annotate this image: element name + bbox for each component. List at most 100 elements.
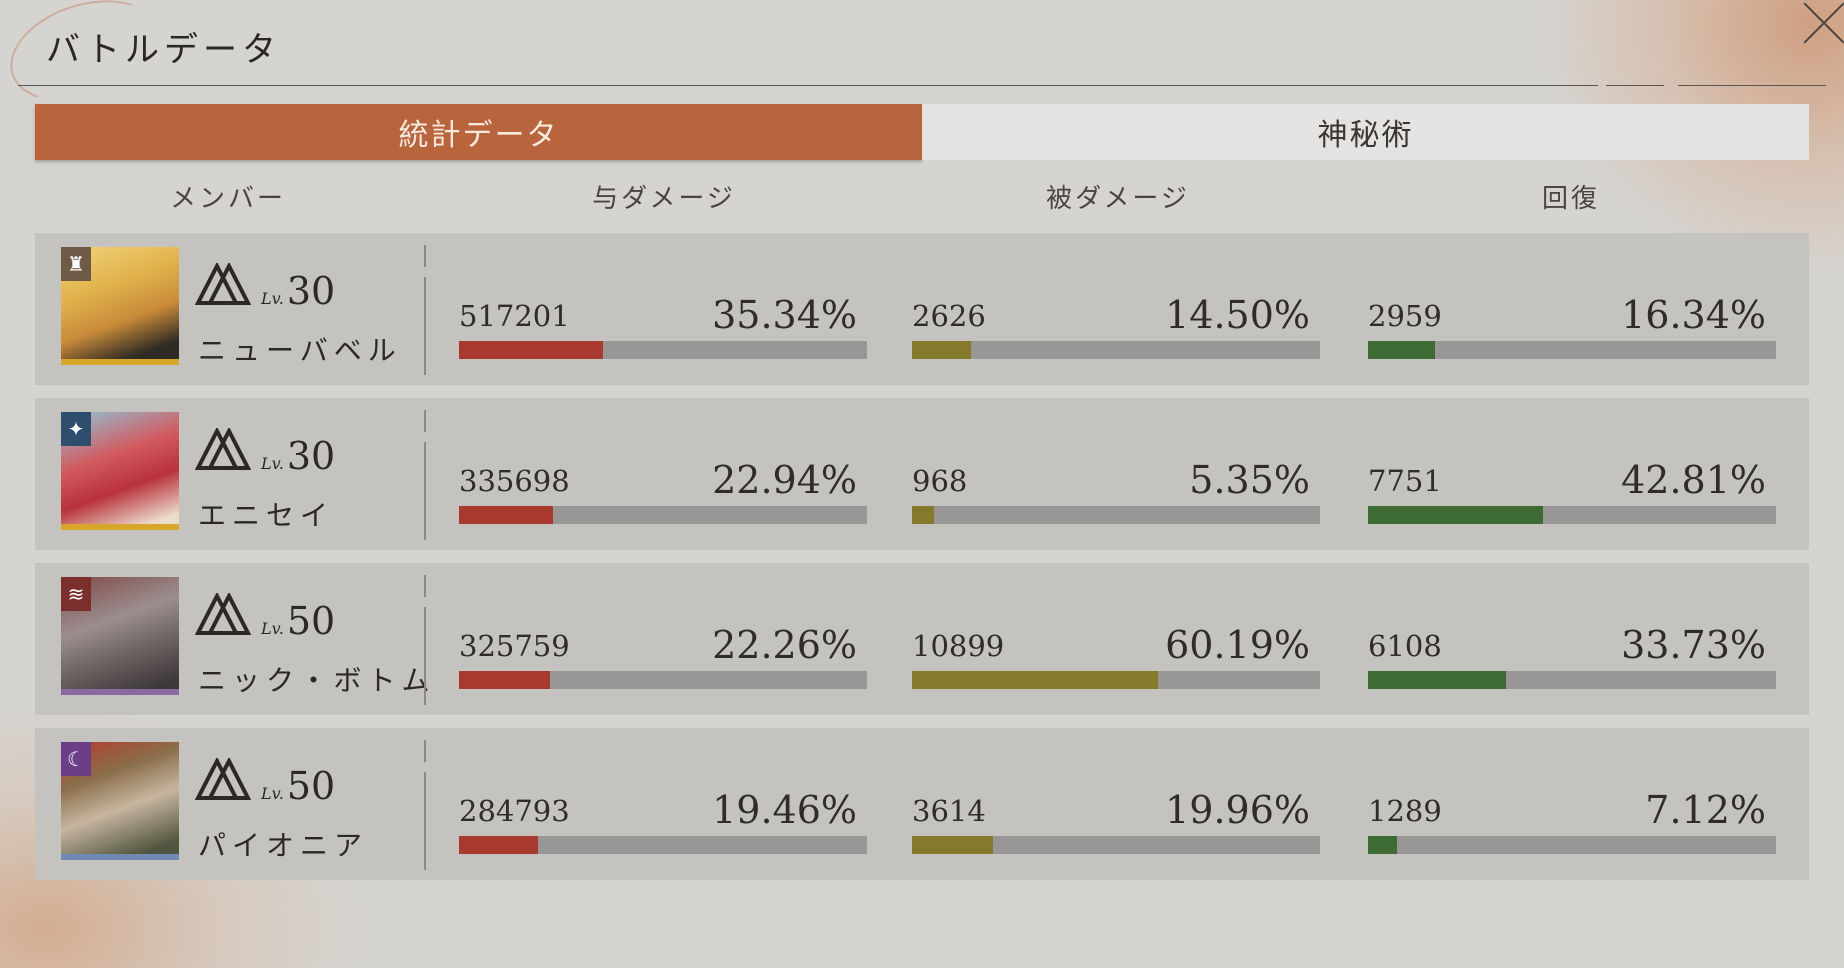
member-row: ≋ Lv.50 ニック・ボトム 325759 22.26% 10899 60.19… (35, 563, 1809, 715)
member-row: ☾ Lv.50 パイオニア 284793 19.46% 3614 19.96% (35, 728, 1809, 880)
level-prefix: Lv. (261, 619, 284, 638)
stat-taken: 3614 19.96% (912, 728, 1320, 880)
star-spark-icon: ✦ (61, 412, 91, 446)
moon-icon: ☾ (61, 742, 91, 776)
tower-icon: ♜ (61, 247, 91, 281)
stat-dealt: 325759 22.26% (459, 563, 867, 715)
stat-dealt-percent: 22.94% (712, 458, 857, 502)
column-divider (424, 410, 426, 432)
member-portrait: ✦ (61, 412, 179, 530)
close-icon[interactable] (1788, 0, 1844, 56)
header-damage-dealt: 与ダメージ (592, 184, 736, 214)
stat-taken-value: 10899 (912, 629, 1005, 663)
stat-heal-percent: 16.34% (1621, 293, 1766, 337)
tab-bar: 統計データ 神秘術 (35, 104, 1809, 160)
stat-dealt-bar (459, 341, 867, 359)
stat-heal: 2959 16.34% (1368, 233, 1776, 385)
stat-heal: 6108 33.73% (1368, 563, 1776, 715)
stat-taken-bar-fill (912, 671, 1158, 689)
member-level: Lv.30 (261, 269, 335, 313)
level-value: 50 (286, 764, 336, 808)
stat-dealt-value: 335698 (459, 464, 570, 498)
column-divider (424, 277, 426, 375)
stat-taken-bar (912, 506, 1320, 524)
header-damage-taken: 被ダメージ (1046, 184, 1190, 214)
stat-dealt-bar (459, 671, 867, 689)
rank-triangle-icon (195, 758, 251, 800)
member-level: Lv.50 (261, 764, 335, 808)
stat-taken-bar (912, 836, 1320, 854)
rarity-stripe (61, 689, 179, 695)
level-value: 30 (286, 434, 336, 478)
header-healing: 回復 (1541, 184, 1601, 214)
member-row: ♜ Lv.30 ニューバベル 517201 35.34% 2626 14.50% (35, 233, 1809, 385)
stat-dealt: 335698 22.94% (459, 398, 867, 550)
member-name: パイオニア (198, 829, 369, 862)
stat-taken-percent: 14.50% (1165, 293, 1310, 337)
stat-heal-value: 1289 (1368, 794, 1442, 828)
stat-taken: 968 5.35% (912, 398, 1320, 550)
stat-heal-percent: 33.73% (1621, 623, 1766, 667)
stat-taken-value: 968 (912, 464, 968, 498)
window-title: バトルデータ (46, 30, 282, 70)
stat-heal-value: 7751 (1368, 464, 1442, 498)
claw-icon: ≋ (61, 577, 91, 611)
level-prefix: Lv. (261, 454, 284, 473)
rarity-stripe (61, 359, 179, 365)
rarity-stripe (61, 854, 179, 860)
stat-taken-value: 3614 (912, 794, 986, 828)
column-divider (424, 245, 426, 267)
stat-heal-bar (1368, 341, 1776, 359)
stat-dealt-bar-fill (459, 506, 553, 524)
stat-dealt-bar (459, 836, 867, 854)
column-divider (424, 607, 426, 705)
rank-triangle-icon (195, 428, 251, 470)
rank-triangle-icon (195, 593, 251, 635)
stat-heal-bar-fill (1368, 506, 1543, 524)
header-member: メンバー (169, 184, 287, 214)
rarity-stripe (61, 524, 179, 530)
stat-dealt-value: 284793 (459, 794, 570, 828)
column-divider (424, 575, 426, 597)
stat-dealt-percent: 19.46% (712, 788, 857, 832)
stat-dealt-percent: 22.26% (712, 623, 857, 667)
stat-heal-percent: 7.12% (1645, 788, 1766, 832)
stat-taken-bar (912, 671, 1320, 689)
stat-heal-value: 6108 (1368, 629, 1442, 663)
title-rule-segment (1606, 85, 1664, 86)
title-rule (18, 85, 1598, 86)
stat-taken-bar-fill (912, 341, 972, 359)
member-name: エニセイ (198, 499, 335, 532)
level-prefix: Lv. (261, 784, 284, 803)
level-prefix: Lv. (261, 289, 284, 308)
stat-dealt-percent: 35.34% (712, 293, 857, 337)
member-row: ✦ Lv.30 エニセイ 335698 22.94% 968 5.35% (35, 398, 1809, 550)
tab-statistics[interactable]: 統計データ (35, 104, 922, 160)
stat-heal-bar-fill (1368, 671, 1506, 689)
stat-heal-bar (1368, 836, 1776, 854)
stat-dealt-bar-fill (459, 836, 539, 854)
stat-dealt-bar-fill (459, 341, 604, 359)
stat-taken-percent: 60.19% (1165, 623, 1310, 667)
stat-heal-bar-fill (1368, 836, 1398, 854)
stat-heal-bar-fill (1368, 341, 1435, 359)
level-value: 50 (286, 599, 336, 643)
column-headers: メンバー 与ダメージ 被ダメージ 回復 (35, 178, 1809, 218)
stat-dealt-value: 517201 (459, 299, 570, 333)
rank-triangle-icon (195, 263, 251, 305)
stat-taken-percent: 5.35% (1189, 458, 1310, 502)
stat-heal: 1289 7.12% (1368, 728, 1776, 880)
member-portrait: ≋ (61, 577, 179, 695)
member-name: ニューバベル (198, 334, 402, 367)
member-portrait: ♜ (61, 247, 179, 365)
stat-heal-value: 2959 (1368, 299, 1442, 333)
stat-dealt-bar-fill (459, 671, 550, 689)
title-rule-segment (1678, 85, 1826, 86)
member-level: Lv.30 (261, 434, 335, 478)
tab-arcane-skills[interactable]: 神秘術 (922, 104, 1809, 160)
stat-taken-percent: 19.96% (1165, 788, 1310, 832)
stat-dealt-value: 325759 (459, 629, 570, 663)
member-level: Lv.50 (261, 599, 335, 643)
column-divider (424, 740, 426, 762)
stat-dealt: 284793 19.46% (459, 728, 867, 880)
